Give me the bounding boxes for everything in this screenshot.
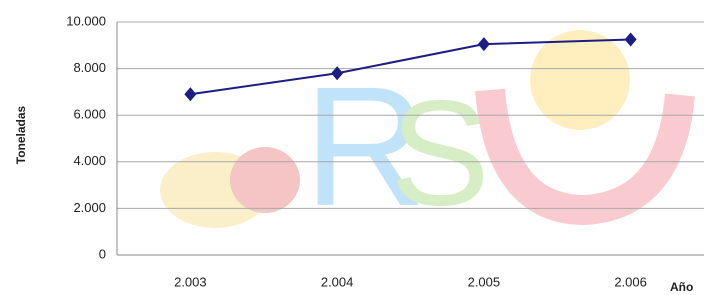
y-tick-label: 0	[99, 246, 106, 261]
y-tick-label: 6.000	[73, 107, 106, 122]
y-tick-label: 10.000	[66, 13, 106, 28]
y-tick-label: 8.000	[73, 60, 106, 75]
y-tick-label: 4.000	[73, 153, 106, 168]
x-tick-label: 2.005	[468, 274, 501, 289]
x-axis-title: Año	[670, 280, 693, 294]
x-tick-label: 2.006	[614, 274, 647, 289]
chart: R S Toneladas Año 0 2.000 4.000 6.000 8.000 1…	[0, 0, 704, 295]
watermark: R S	[160, 30, 680, 242]
y-axis-title: Toneladas	[14, 105, 28, 164]
data-point	[184, 87, 196, 101]
y-tick-label: 2.000	[73, 200, 106, 215]
data-point	[478, 37, 490, 51]
svg-text:S: S	[390, 69, 490, 237]
data-point	[625, 32, 637, 46]
x-tick-label: 2.003	[174, 274, 207, 289]
x-tick-label: 2.004	[321, 274, 354, 289]
